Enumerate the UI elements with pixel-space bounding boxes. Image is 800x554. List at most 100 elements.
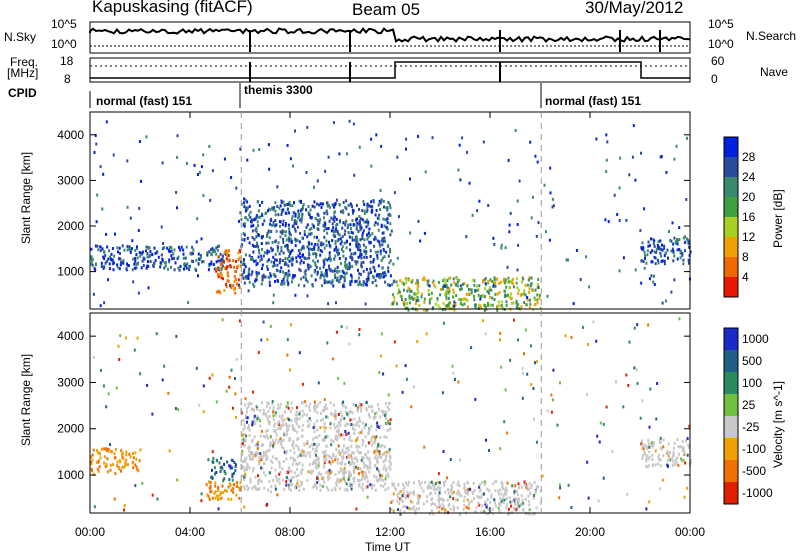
power-cell (300, 248, 303, 252)
velocity-noise-cell (299, 453, 302, 457)
velocity-cell (385, 402, 388, 405)
power-cell (447, 290, 450, 294)
velocity-cell (220, 491, 222, 494)
power-noise-cell (650, 274, 653, 278)
power-noise-cell (478, 199, 481, 203)
velocity-cell (219, 497, 222, 501)
velocity-cell (646, 465, 649, 469)
velocity-cell (297, 436, 300, 440)
velocity-noise-cell (686, 486, 689, 490)
power-cell (257, 255, 260, 259)
power-cell (243, 233, 246, 237)
power-cell (386, 227, 389, 231)
velocity-cell (358, 416, 361, 420)
velocity-cell (458, 484, 461, 488)
velocity-cell (333, 486, 336, 490)
power-cell (183, 262, 186, 266)
power-cell (507, 276, 510, 280)
power-cell (349, 280, 351, 284)
power-cell (326, 204, 329, 208)
velocity-cell (256, 447, 259, 451)
velocity-cell (309, 451, 312, 455)
power-noise-cell (500, 246, 503, 250)
velocity-cell (364, 477, 366, 481)
velocity-cell (418, 479, 420, 483)
power-noise-cell (644, 254, 647, 258)
velocity-cell (383, 435, 386, 439)
velocity-noise-cell (286, 353, 289, 357)
power-cell (352, 223, 355, 227)
power-cell (301, 204, 304, 208)
power-cell (415, 292, 418, 296)
velocity-cell (341, 414, 344, 418)
power-cell (319, 202, 322, 206)
power-cell (153, 261, 156, 265)
velocity-noise-cell (200, 492, 203, 496)
power-cell (261, 214, 264, 218)
power-cell (279, 204, 282, 208)
velocity-cell (244, 438, 247, 442)
power-cell (373, 244, 376, 248)
velocity-cell (323, 408, 326, 412)
power-cell (356, 238, 359, 242)
power-cell (302, 261, 305, 265)
velocity-cell (280, 440, 282, 444)
velocity-cell (91, 453, 94, 457)
velocity-noise-cell (151, 493, 154, 497)
power-cell (282, 200, 285, 204)
velocity-cell (242, 428, 245, 432)
power-cell (345, 199, 348, 203)
power-cell (274, 224, 277, 228)
velocity-cell (295, 422, 298, 426)
power-cell (387, 254, 390, 258)
power-cell (257, 233, 260, 237)
velocity-cell (234, 465, 237, 468)
power-noise-cell (370, 164, 373, 168)
power-noise-cell (546, 294, 549, 298)
power-cell (112, 268, 115, 272)
power-cell (379, 252, 382, 256)
power-noise-cell (264, 275, 267, 279)
velocity-cell (417, 496, 420, 500)
power-cell (404, 298, 407, 301)
power-cell (132, 257, 135, 261)
velocity-cell (433, 485, 436, 489)
power-cell (341, 235, 344, 239)
velocity-cell (466, 498, 469, 502)
velocity-cell (397, 483, 400, 487)
velocity-cell (334, 416, 337, 420)
power-cell (280, 266, 283, 270)
velocity-cell (367, 457, 370, 461)
power-cell (135, 262, 138, 266)
power-cell (96, 244, 99, 248)
velocity-cell (257, 482, 260, 486)
velocity-cell (342, 455, 345, 459)
power-cell (261, 267, 263, 271)
velocity-cell (285, 476, 288, 479)
power-cell (277, 279, 279, 283)
power-cell (344, 260, 347, 264)
velocity-cell (473, 510, 476, 514)
velocity-cell (413, 505, 415, 509)
x-tick-label: 00:00 (75, 525, 105, 539)
power-cell (494, 292, 497, 296)
power-cell (313, 235, 316, 239)
power-cell (664, 251, 667, 255)
power-cell (369, 249, 372, 253)
power-cell (406, 302, 409, 305)
power-cell (367, 231, 370, 235)
velocity-cell (327, 471, 330, 475)
velocity-cell (515, 507, 518, 511)
power-cell (94, 244, 97, 248)
velocity-cell (410, 507, 413, 511)
velocity-cell (297, 446, 300, 449)
power-cell (261, 278, 264, 282)
power-cell (269, 274, 272, 278)
velocity-cell (534, 489, 537, 493)
velocity-cell (402, 488, 405, 492)
velocity-cell (430, 486, 432, 490)
power-cell (368, 227, 371, 231)
velocity-noise-cell (123, 504, 126, 508)
velocity-cell (383, 451, 386, 454)
velocity-cell (483, 480, 486, 484)
